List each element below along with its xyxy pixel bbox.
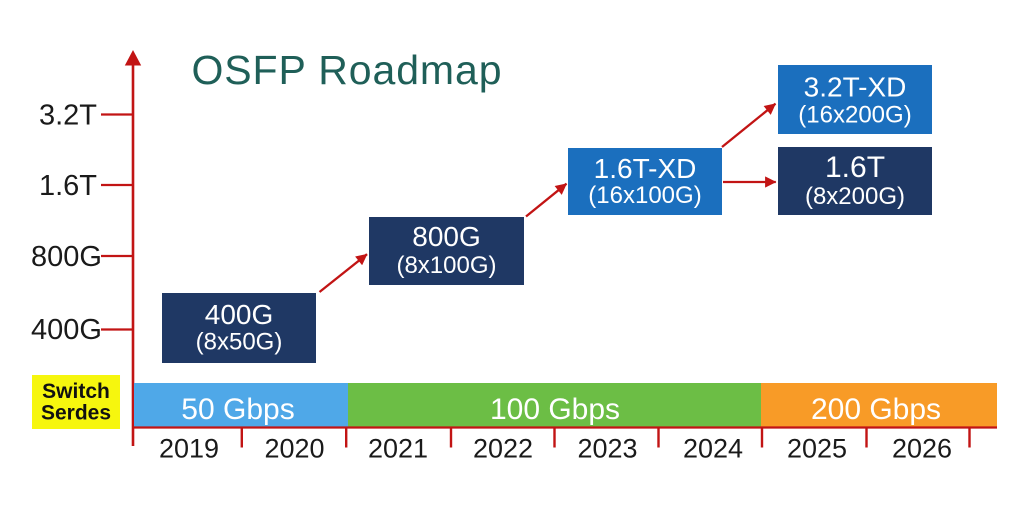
svg-text:(8x200G): (8x200G): [805, 183, 905, 210]
svg-text:3.2T: 3.2T: [39, 100, 97, 132]
svg-text:OSFP Roadmap: OSFP Roadmap: [192, 47, 502, 93]
svg-text:(16x100G): (16x100G): [588, 182, 701, 209]
svg-text:2022: 2022: [473, 434, 533, 464]
svg-text:2025: 2025: [787, 434, 847, 464]
svg-text:800G: 800G: [412, 221, 481, 252]
svg-text:800G: 800G: [31, 241, 102, 273]
svg-text:2020: 2020: [264, 434, 324, 464]
svg-text:50 Gbps: 50 Gbps: [181, 393, 294, 426]
svg-text:200 Gbps: 200 Gbps: [811, 393, 941, 426]
svg-text:100 Gbps: 100 Gbps: [490, 393, 620, 426]
svg-text:2024: 2024: [683, 434, 743, 464]
svg-text:400G: 400G: [205, 299, 274, 330]
svg-text:1.6T: 1.6T: [39, 170, 97, 202]
svg-text:2021: 2021: [368, 434, 428, 464]
svg-text:(16x200G): (16x200G): [798, 102, 911, 129]
svg-text:(8x50G): (8x50G): [196, 329, 283, 356]
svg-text:1.6T: 1.6T: [825, 151, 885, 184]
svg-text:2019: 2019: [159, 434, 219, 464]
svg-text:Switch: Switch: [42, 380, 110, 403]
svg-text:1.6T-XD: 1.6T-XD: [594, 153, 697, 184]
svg-text:3.2T-XD: 3.2T-XD: [804, 72, 907, 103]
svg-text:400G: 400G: [31, 314, 102, 346]
svg-text:Serdes: Serdes: [41, 402, 111, 425]
svg-text:(8x100G): (8x100G): [396, 252, 496, 279]
svg-text:2023: 2023: [577, 434, 637, 464]
svg-text:2026: 2026: [892, 434, 952, 464]
